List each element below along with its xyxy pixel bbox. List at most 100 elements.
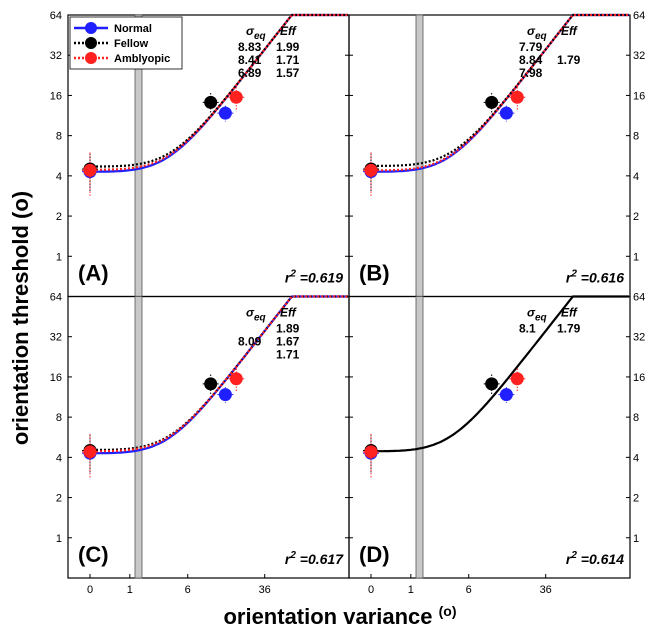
data-point-amblyopic bbox=[229, 372, 243, 386]
eff-header: Eff bbox=[280, 306, 297, 320]
y-tick-label-right: 16 bbox=[633, 90, 645, 102]
y-tick-label-right: 4 bbox=[633, 171, 639, 183]
panel-label: (A) bbox=[78, 261, 109, 286]
y-tick-label: 16 bbox=[50, 372, 62, 384]
y-tick-label: 2 bbox=[56, 493, 62, 505]
y-tick-label-right: 4 bbox=[633, 452, 639, 464]
data-point-amblyopic bbox=[83, 445, 97, 459]
data-point-normal bbox=[218, 388, 232, 402]
y-tick-label: 2 bbox=[56, 211, 62, 223]
legend-label-normal: Normal bbox=[114, 23, 152, 35]
legend-marker-normal bbox=[85, 22, 97, 34]
y-tick-label: 1 bbox=[56, 533, 62, 545]
sigma-eq-value: 6.89 bbox=[238, 66, 262, 80]
panel-frame bbox=[67, 295, 350, 579]
fit-curve-amblyopic bbox=[88, 295, 348, 453]
sigma-eq-value: 7.98 bbox=[519, 66, 543, 80]
legend: Normal Fellow Amblyopic bbox=[69, 16, 183, 70]
fit-curve-fellow bbox=[369, 295, 629, 453]
y-tick-label: 32 bbox=[50, 332, 62, 344]
data-point-normal bbox=[499, 106, 513, 120]
y-axis-label: orientation threshold (o) bbox=[8, 191, 33, 445]
r-squared-label: r2 =0.619 bbox=[285, 269, 343, 286]
panel-a: 1 2 4 8 16 32 64 (A) r2 =0.619 σeq Eff 8.838.416.89… bbox=[50, 10, 350, 298]
sigma-eq-value: 8.1 bbox=[519, 322, 536, 336]
fit-curve-normal bbox=[369, 13, 629, 173]
y-tick-label-right: 1 bbox=[633, 251, 639, 263]
axis-break-bar bbox=[134, 296, 143, 579]
y-tick-label: 64 bbox=[50, 10, 62, 22]
fit-curve-amblyopic bbox=[88, 13, 348, 171]
data-point-normal bbox=[499, 388, 513, 402]
eff-value: 1.79 bbox=[557, 53, 581, 67]
eff-value: 1.89 bbox=[276, 322, 300, 336]
y-tick-label: 8 bbox=[56, 131, 62, 143]
y-tick-label: 4 bbox=[56, 171, 62, 183]
y-tick-label-right: 64 bbox=[633, 292, 645, 304]
eff-value: 1.71 bbox=[276, 348, 300, 362]
sigma-eq-value: 8.83 bbox=[238, 40, 262, 54]
fit-curve-normal bbox=[88, 295, 348, 455]
sigma-eq-value: 8.84 bbox=[519, 53, 543, 67]
eff-header: Eff bbox=[561, 24, 578, 38]
data-point-fellow bbox=[485, 377, 499, 391]
data-point-amblyopic bbox=[229, 90, 243, 104]
x-tick-label: 6 bbox=[185, 584, 191, 596]
y-tick-label-right: 32 bbox=[633, 50, 645, 62]
eff-value: 1.57 bbox=[276, 66, 300, 80]
sigma-eq-header: σeq bbox=[527, 24, 547, 42]
y-tick-label: 64 bbox=[50, 292, 62, 304]
fit-curve-fellow bbox=[369, 13, 629, 167]
axis-break-bar bbox=[415, 296, 424, 579]
sigma-eq-header: σeq bbox=[246, 306, 266, 324]
eff-value: 1.99 bbox=[276, 40, 300, 54]
data-point-amblyopic bbox=[83, 163, 97, 177]
y-tick-label-right: 1 bbox=[633, 533, 639, 545]
x-axis-label: orientation variance (o) bbox=[223, 603, 456, 629]
y-tick-label: 32 bbox=[50, 50, 62, 62]
y-tick-label-right: 2 bbox=[633, 493, 639, 505]
y-tick-label-right: 8 bbox=[633, 412, 639, 424]
y-tick-label: 16 bbox=[50, 90, 62, 102]
eff-value: 1.67 bbox=[276, 335, 300, 349]
fit-curve-fellow bbox=[88, 13, 348, 168]
panel-frame bbox=[348, 295, 631, 579]
panel-label: (C) bbox=[78, 542, 109, 567]
sigma-eq-header: σeq bbox=[527, 306, 547, 324]
r-squared-label: r2 =0.616 bbox=[566, 269, 624, 286]
fit-curve-fellow bbox=[88, 295, 348, 451]
y-tick-label-right: 64 bbox=[633, 10, 645, 22]
legend-label-fellow: Fellow bbox=[114, 38, 149, 50]
legend-marker-fellow bbox=[85, 37, 97, 49]
data-point-amblyopic bbox=[364, 445, 378, 459]
panel-frame bbox=[348, 14, 631, 298]
y-tick-label: 4 bbox=[56, 452, 62, 464]
y-tick-label-right: 2 bbox=[633, 211, 639, 223]
x-tick-label: 1 bbox=[408, 584, 414, 596]
eff-value: 1.79 bbox=[557, 322, 581, 336]
legend-label-amblyopic: Amblyopic bbox=[114, 53, 170, 65]
sigma-eq-value: 7.79 bbox=[519, 40, 543, 54]
x-tick-label: 6 bbox=[466, 584, 472, 596]
data-point-normal bbox=[218, 106, 232, 120]
data-point-amblyopic bbox=[510, 372, 524, 386]
x-tick-label: 36 bbox=[259, 584, 271, 596]
eff-value: 1.71 bbox=[276, 53, 300, 67]
panel-label: (D) bbox=[359, 542, 390, 567]
panel-b: 1 2 4 8 16 32 64 (B) r2 =0.616 σeq Eff 7.798.847.98… bbox=[348, 10, 645, 298]
data-point-fellow bbox=[204, 377, 218, 391]
data-point-fellow bbox=[204, 95, 218, 109]
sigma-eq-value: 8.41 bbox=[238, 53, 262, 67]
y-tick-label: 1 bbox=[56, 251, 62, 263]
x-tick-label: 36 bbox=[540, 584, 552, 596]
r-squared-label: r2 =0.617 bbox=[285, 550, 344, 567]
sigma-eq-value: 8.09 bbox=[238, 335, 262, 349]
x-tick-label: 0 bbox=[87, 584, 93, 596]
r-squared-label: r2 =0.614 bbox=[566, 550, 624, 567]
y-tick-label-right: 8 bbox=[633, 131, 639, 143]
data-point-amblyopic bbox=[510, 90, 524, 104]
